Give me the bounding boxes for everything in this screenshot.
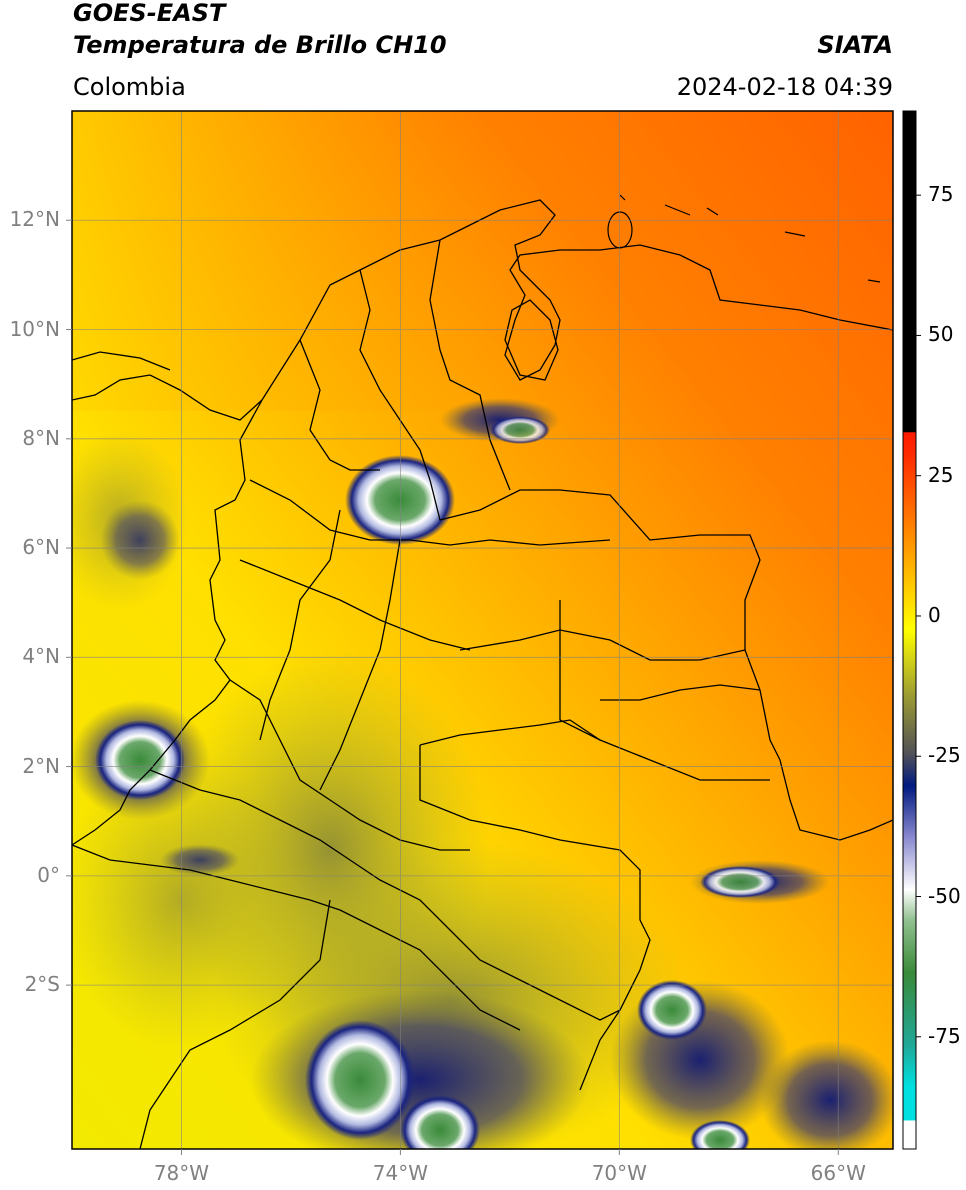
brightness-temperature-field <box>72 111 893 1149</box>
region-label: Colombia <box>73 73 186 101</box>
colorbar-tick-label: 75 <box>928 182 954 207</box>
product-title: Temperatura de Brillo CH10 <box>73 31 447 59</box>
lat-tick-label: 12°N <box>9 207 60 232</box>
map-graticule <box>72 111 893 1149</box>
lat-tick-marks <box>66 219 72 986</box>
satellite-title: GOES-EAST <box>73 0 226 27</box>
colorbar-tick-label: 50 <box>928 322 954 347</box>
lat-tick-label: 2°S <box>24 972 60 997</box>
lon-tick-label: 78°W <box>153 1161 210 1185</box>
lon-tick-label: 70°W <box>591 1161 647 1185</box>
agency-title: SIATA <box>817 31 893 59</box>
lat-tick-label: 2°N <box>22 753 60 778</box>
colorbar-tick-label: -50 <box>928 883 961 908</box>
colorbar-tick-label: -25 <box>928 743 961 768</box>
lon-tick-marks <box>180 1149 839 1155</box>
colorbar-tick-label: -75 <box>928 1023 961 1048</box>
datetime-label: 2024-02-18 04:39 <box>676 73 893 101</box>
colorbar <box>903 111 916 1149</box>
country-borders <box>72 199 893 1149</box>
colorbar-tick-label: 25 <box>928 462 954 487</box>
map-frame <box>71 110 894 1150</box>
lon-tick-label: 66°W <box>810 1161 866 1185</box>
lat-tick-label: 4°N <box>22 644 60 669</box>
colorbar-ticks <box>916 194 921 1038</box>
lat-tick-label: 8°N <box>22 425 60 450</box>
colorbar-tick-label: 0 <box>928 602 941 627</box>
lat-tick-label: 0° <box>37 862 60 887</box>
caribbean-islands <box>607 194 881 283</box>
lat-tick-label: 6°N <box>22 535 60 560</box>
lon-tick-label: 74°W <box>372 1161 428 1185</box>
lat-tick-label: 10°N <box>9 316 60 341</box>
colorbar-frame <box>902 110 917 1150</box>
